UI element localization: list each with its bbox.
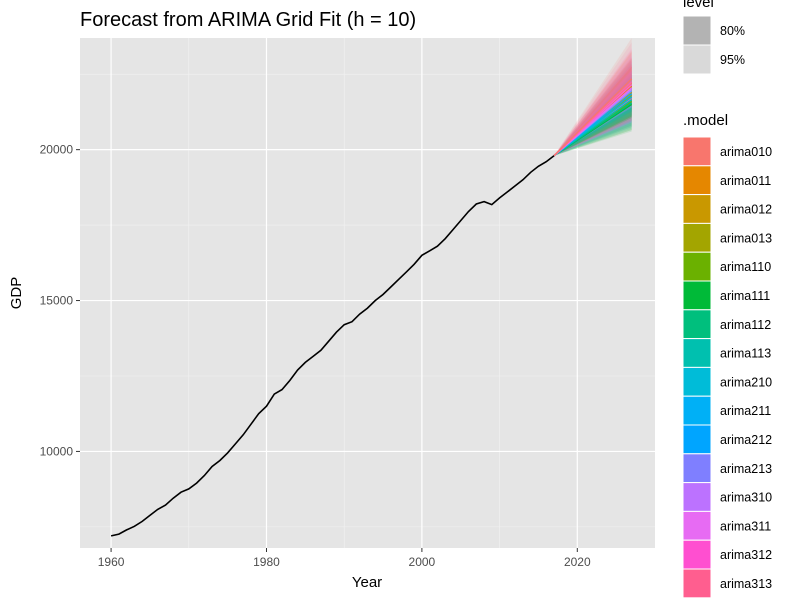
forecast-lines (553, 78, 633, 157)
legend-model-key (682, 395, 712, 426)
y-tick-label: 20000 (40, 143, 74, 157)
y-axis-ticks: 10000 15000 20000 (40, 143, 80, 458)
legend-level-label: 95% (720, 53, 745, 67)
plot-panel (80, 38, 655, 548)
legend-level-key (682, 44, 712, 75)
y-tick-label: 10000 (40, 444, 74, 458)
band95-arima312 (553, 42, 632, 156)
legend-level-key (682, 15, 712, 46)
legend-model-label: arima012 (720, 203, 772, 217)
band95-arima211 (553, 62, 632, 156)
band80-arima311 (553, 65, 632, 156)
legend-model-key (682, 482, 712, 512)
band95-arima112 (553, 75, 632, 156)
legend-model-key (682, 136, 712, 167)
legend-model-label: arima110 (720, 260, 771, 274)
legend-model-key (682, 165, 712, 196)
band80-arima312 (553, 60, 632, 156)
band80-arima012 (553, 74, 632, 156)
legend-model-label: arima210 (720, 375, 772, 389)
legend-model-label: arima312 (720, 548, 772, 562)
band95-arima210 (553, 66, 632, 156)
band95-arima011 (553, 51, 632, 156)
legend-model-key (682, 338, 712, 368)
band80-arima212 (553, 74, 632, 156)
legend-model-key (682, 366, 712, 397)
x-tick-label: 2020 (564, 555, 591, 569)
legend-model-label: arima011 (720, 174, 771, 188)
band95-arima212 (553, 59, 632, 156)
band80-arima310 (553, 69, 632, 156)
legend-model-label: arima211 (720, 404, 771, 418)
legend-level-label: 80% (720, 24, 745, 38)
legend-model-key (682, 510, 712, 541)
legend-model-label: arima310 (720, 491, 772, 505)
band80-arima213 (553, 71, 632, 156)
band80-arima313 (553, 57, 632, 156)
legend-model-label: arima112 (720, 318, 771, 332)
band95-arima110 (553, 72, 632, 156)
y-tick-label: 15000 (40, 294, 74, 308)
legend-model-label: arima212 (720, 433, 772, 447)
y-axis-title: GDP (8, 277, 25, 310)
legend-model-key (682, 309, 712, 340)
legend-model: arima010 arima011 arima012 arima013 arima110… (682, 136, 772, 599)
band80-arima011 (553, 66, 632, 156)
band95-arima311 (553, 48, 632, 156)
legend-model-key (682, 568, 712, 599)
band95-arima113 (553, 71, 632, 156)
band95-arima310 (553, 53, 632, 156)
legend-model-label: arima311 (720, 519, 771, 533)
legend-level-title: level (683, 0, 714, 11)
legend-level: 80% 95% (682, 15, 745, 75)
x-tick-label: 1980 (253, 555, 280, 569)
legend-model-label: arima213 (720, 462, 772, 476)
chart-title: Forecast from ARIMA Grid Fit (h = 10) (80, 9, 416, 31)
legend-model-key (682, 251, 712, 282)
band95-arima313 (553, 38, 632, 156)
band95-arima012 (553, 59, 632, 156)
legend-model-label: arima313 (720, 577, 772, 591)
x-tick-label: 1960 (98, 555, 125, 569)
gdp-history-line (110, 155, 555, 537)
legend-model-label: arima010 (720, 145, 772, 159)
legend-model-key (682, 280, 712, 311)
legend-model-label: arima013 (720, 231, 772, 245)
forecast-line-arima313 (553, 78, 633, 157)
band95-arima013 (553, 63, 632, 156)
legend-model-label: arima111 (720, 289, 770, 303)
legend-model-key (682, 539, 712, 570)
legend-model-key (682, 194, 712, 224)
x-axis-ticks: 1960 1980 2000 2020 (98, 548, 591, 569)
legend-model-key (682, 424, 712, 455)
legend-model-key (682, 453, 712, 484)
band95-arima010 (553, 50, 632, 156)
x-axis-title: Year (352, 574, 382, 591)
legend-model-title: .model (683, 112, 728, 129)
band80-arima010 (553, 65, 632, 156)
legend-model-key (682, 222, 712, 253)
x-tick-label: 2000 (409, 555, 436, 569)
legend-model-label: arima113 (720, 347, 771, 361)
band95-arima213 (553, 56, 632, 156)
minor-gridlines (80, 38, 655, 548)
forecast-95-bands (553, 38, 632, 156)
